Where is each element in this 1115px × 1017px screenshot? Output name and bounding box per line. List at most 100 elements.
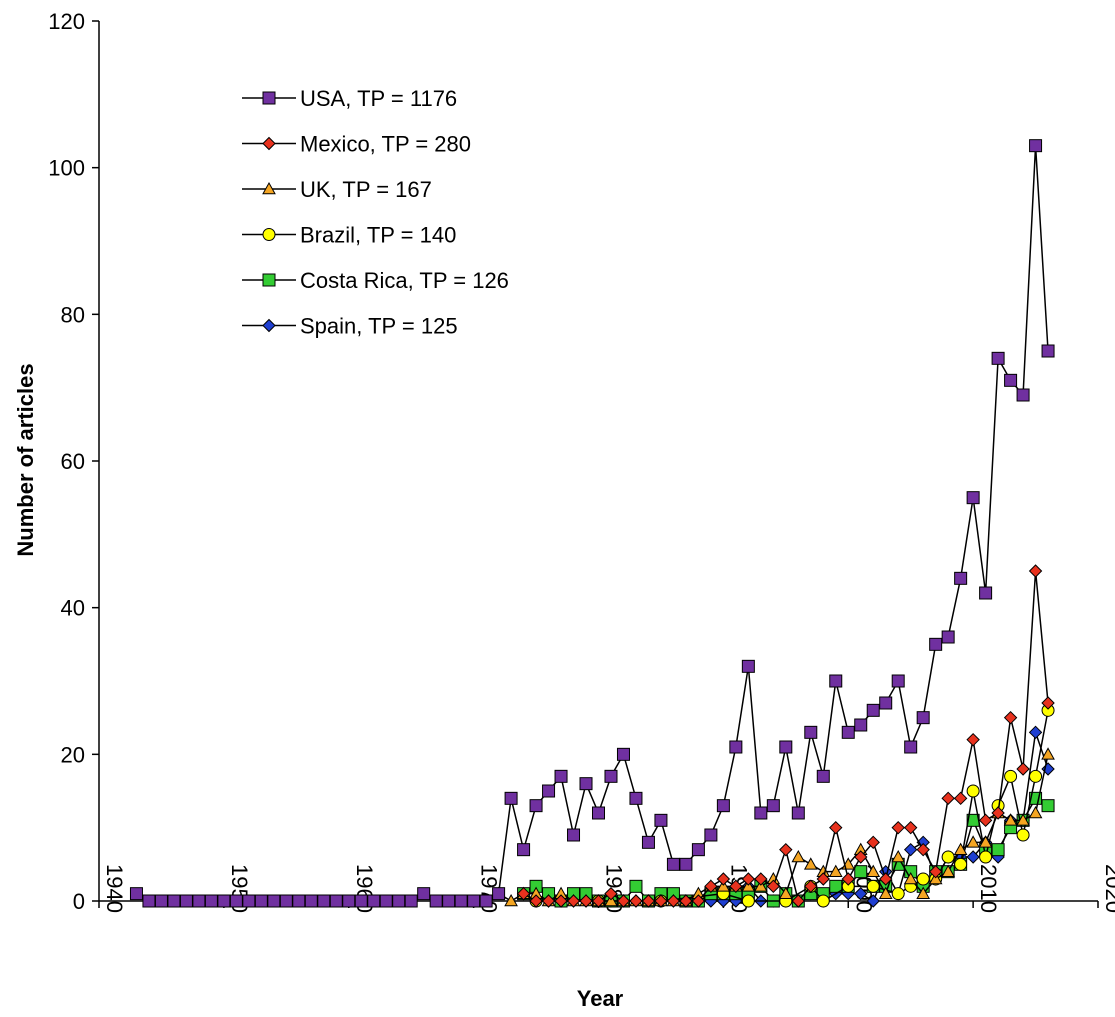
data-point-uk [916, 886, 931, 899]
legend-marker-usa [262, 91, 276, 105]
data-point-uk [828, 864, 843, 877]
legend-item-costa-rica: Costa Rica, TP = 126 [242, 268, 509, 293]
data-point-usa [529, 799, 543, 813]
legend-marker-mexico [262, 136, 276, 151]
data-point-usa [1029, 139, 1043, 153]
data-point-usa [554, 769, 568, 783]
data-point-usa [816, 769, 830, 783]
data-point-mexico [1016, 762, 1030, 776]
data-point-mexico [679, 894, 693, 908]
data-point-usa [504, 791, 518, 805]
data-point-mexico [641, 894, 656, 908]
data-point-usa [592, 806, 605, 820]
data-point-usa [254, 894, 268, 908]
data-point-mexico [779, 842, 793, 857]
series-layer [129, 139, 1055, 908]
data-point-mexico [953, 791, 968, 806]
data-point-brazil [966, 784, 980, 798]
data-point-usa [666, 857, 680, 871]
data-point-usa [979, 586, 993, 600]
data-point-usa [129, 887, 143, 901]
data-point-brazil [866, 879, 880, 893]
x-tick-label: 2010 [976, 864, 1001, 913]
data-point-mexico [754, 872, 768, 886]
data-point-usa [929, 637, 943, 651]
data-point-usa [904, 740, 918, 754]
y-axis-title: Number of articles [13, 363, 38, 556]
data-point-uk [1028, 805, 1043, 819]
data-point-uk [928, 871, 943, 885]
y-tick-label: 40 [61, 596, 85, 621]
data-point-mexico [866, 835, 880, 850]
data-point-brazil [941, 850, 955, 864]
data-point-usa [841, 725, 855, 739]
data-point-uk [966, 835, 980, 848]
data-point-usa [367, 894, 381, 908]
data-point-uk [741, 879, 756, 892]
data-point-uk [866, 864, 881, 877]
data-point-usa [966, 491, 980, 505]
data-point-brazil [1004, 769, 1018, 783]
data-point-usa [991, 351, 1005, 365]
data-point-uk [504, 893, 518, 907]
data-point-uk [791, 849, 806, 863]
data-point-usa [467, 894, 481, 908]
data-point-usa [691, 843, 705, 857]
x-axis-title: Year [577, 986, 624, 1011]
data-point-usa [417, 887, 431, 901]
data-point-uk [903, 871, 918, 885]
legend-label: Brazil, TP = 140 [300, 223, 456, 248]
data-point-spain [966, 850, 980, 864]
data-point-uk [716, 879, 731, 892]
data-point-usa [891, 674, 905, 688]
y-tick-label: 80 [61, 302, 85, 327]
data-point-usa [729, 740, 743, 754]
data-point-mexico [829, 820, 843, 835]
legend-item-spain: Spain, TP = 125 [242, 314, 458, 339]
data-point-usa [392, 894, 406, 908]
data-point-usa [629, 791, 643, 805]
data-point-spain [1028, 725, 1043, 740]
data-point-usa [779, 740, 793, 754]
y-tick-label: 60 [61, 449, 85, 474]
data-point-mexico [729, 879, 743, 894]
data-point-usa [492, 887, 506, 901]
data-point-usa [804, 725, 818, 739]
data-point-mexico [903, 820, 918, 835]
data-point-uk [878, 886, 893, 899]
data-point-uk [1041, 747, 1055, 760]
data-point-usa [854, 718, 868, 732]
legend-label: USA, TP = 1176 [300, 86, 457, 111]
y-tick-label: 0 [73, 889, 85, 914]
data-point-uk [891, 849, 906, 863]
data-point-usa [479, 894, 493, 908]
y-tick-label: 20 [61, 742, 85, 767]
data-point-usa [866, 703, 880, 717]
data-point-usa [204, 894, 218, 908]
data-point-usa [229, 894, 243, 908]
data-point-uk [978, 835, 993, 848]
y-tick-label: 120 [48, 9, 85, 34]
data-point-usa [267, 894, 281, 908]
legend-label: UK, TP = 167 [300, 177, 432, 202]
data-point-mexico [891, 820, 905, 835]
data-point-mexico [804, 879, 818, 894]
data-point-usa [579, 777, 593, 791]
data-point-mexico [704, 879, 718, 894]
data-point-mexico [841, 872, 855, 886]
data-point-mexico [666, 894, 681, 908]
legend-item-usa: USA, TP = 1176 [242, 86, 457, 111]
data-point-usa [954, 571, 968, 585]
data-point-usa [704, 828, 718, 842]
data-point-spain [903, 842, 918, 857]
legend-label: Spain, TP = 125 [300, 314, 458, 339]
legend-marker-uk [262, 181, 276, 195]
data-point-spain [854, 886, 868, 901]
legend-item-brazil: Brazil, TP = 140 [242, 223, 456, 248]
data-point-usa [517, 843, 531, 857]
data-point-mexico [654, 894, 668, 908]
data-point-usa [217, 894, 231, 908]
data-point-mexico [591, 894, 606, 908]
data-point-usa [154, 894, 168, 908]
